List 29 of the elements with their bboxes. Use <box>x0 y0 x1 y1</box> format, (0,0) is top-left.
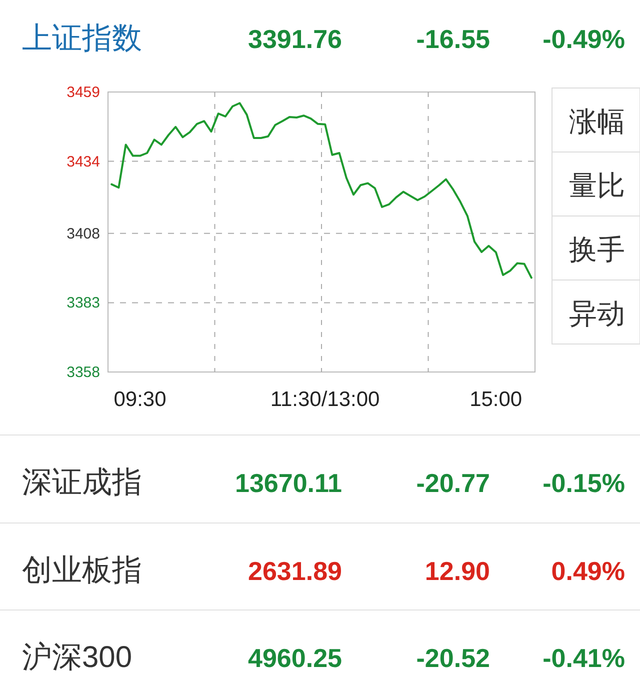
y-tick-label: 3459 <box>66 84 100 101</box>
data-label: 13670.11 <box>234 468 342 498</box>
category-label: 深证成指 <box>22 466 142 499</box>
data-label: -0.41% <box>542 643 625 673</box>
x-tick-label: 15:00 <box>470 388 522 411</box>
data-label: 4960.25 <box>248 643 342 673</box>
category-label: 创业板指 <box>22 554 142 587</box>
data-label: 0.49% <box>551 556 625 586</box>
y-tick-label: 3358 <box>66 364 100 381</box>
y-tick-label: 3383 <box>66 294 100 312</box>
category-label: 上证指数 <box>22 22 142 55</box>
data-label: 2631.89 <box>248 556 342 586</box>
data-label: 3391.76 <box>248 24 342 54</box>
data-label: -0.49% <box>542 24 625 54</box>
data-label: -20.77 <box>416 468 490 498</box>
text: 涨幅 <box>569 106 625 137</box>
y-tick-label: 3434 <box>66 153 100 170</box>
line-series <box>110 102 532 279</box>
data-label: -0.15% <box>542 468 625 498</box>
data-label: 12.90 <box>424 556 490 586</box>
text: 换手 <box>569 234 625 265</box>
x-tick-label: 09:30 <box>114 388 166 411</box>
data-label: -20.52 <box>416 643 490 673</box>
text: 异动 <box>569 298 625 329</box>
y-tick-label: 3408 <box>66 225 100 242</box>
x-tick-label: 11:30/13:00 <box>270 388 380 411</box>
category-label: 沪深300 <box>22 641 132 674</box>
data-label: -16.55 <box>416 24 490 54</box>
text: 量比 <box>569 170 625 201</box>
